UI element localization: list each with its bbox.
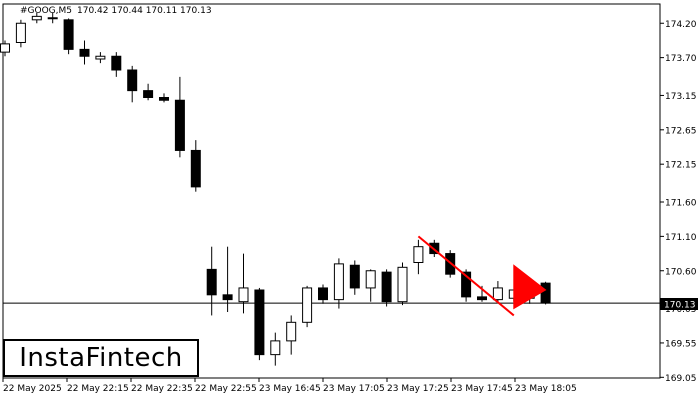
- candle: [79, 40, 90, 65]
- candle: [206, 246, 217, 316]
- candle-body: [254, 289, 265, 356]
- candle-body: [0, 43, 10, 53]
- y-tick-label: 171.60: [665, 199, 697, 209]
- candle-body: [206, 268, 217, 296]
- current-price-label: 170.13: [664, 301, 696, 311]
- x-tick-label: 23 May 16:45: [259, 384, 321, 394]
- candle: [286, 315, 297, 355]
- candle-body: [397, 266, 408, 303]
- x-tick-label: 22 May 22:15: [67, 384, 129, 394]
- candle-body: [143, 90, 154, 98]
- y-tick-label: 170.05: [665, 305, 697, 315]
- candle: [349, 260, 360, 295]
- candle: [318, 284, 328, 304]
- y-axis: 174.20 173.70 173.15 172.65 172.15 171.60 171.…: [660, 20, 697, 384]
- candle: [143, 83, 154, 101]
- candle-body: [79, 48, 90, 57]
- chart-header-symbol: #GOOG,M5: [20, 6, 72, 16]
- candle-body: [365, 270, 376, 289]
- candle-body: [381, 271, 392, 303]
- y-tick-label: 169.55: [665, 339, 697, 349]
- pattern-pennant-flag: [513, 264, 547, 310]
- pattern-pole-line: [417, 235, 515, 317]
- x-tick-label: 22 May 22:35: [131, 384, 193, 394]
- candle: [174, 76, 185, 158]
- candle-body: [222, 294, 233, 301]
- current-price-box: 170.13: [660, 298, 698, 311]
- candle: [127, 65, 138, 103]
- candle-body: [190, 149, 201, 188]
- candle-body: [63, 19, 74, 50]
- candle: [111, 52, 122, 77]
- candle-body: [286, 321, 297, 342]
- candle: [333, 258, 344, 309]
- candle: [413, 239, 424, 275]
- candle-body: [413, 246, 424, 263]
- candle-body: [318, 287, 328, 301]
- candle: [302, 285, 313, 328]
- candle-body: [270, 340, 281, 356]
- y-tick-label: 173.70: [665, 54, 697, 64]
- candle-body: [111, 55, 122, 71]
- candle-body: [302, 287, 313, 323]
- candle-body: [477, 296, 487, 301]
- candle-body: [349, 264, 360, 289]
- candle-body: [31, 15, 42, 21]
- candle-body: [238, 287, 249, 303]
- y-tick-label: 171.10: [665, 233, 697, 243]
- candle: [0, 40, 10, 57]
- candle-body: [127, 69, 138, 92]
- x-tick-label: 23 May 17:45: [451, 384, 513, 394]
- candle: [270, 332, 281, 366]
- candle: [95, 52, 106, 64]
- candle: [63, 18, 74, 55]
- y-tick-label: 174.20: [665, 20, 697, 30]
- pattern-overlay: [417, 235, 547, 317]
- candle: [381, 269, 392, 307]
- plot-area: [2, 3, 661, 379]
- x-tick-label: 22 May 2025: [3, 384, 62, 394]
- candle-body: [540, 282, 551, 304]
- instafintech-logo: InstaFintech: [3, 339, 199, 377]
- candle: [492, 281, 503, 302]
- candle-body: [174, 99, 185, 151]
- chart-header-ohlc: 170.42 170.44 170.11 170.13: [77, 6, 212, 16]
- candle-body: [492, 287, 503, 301]
- candle-body: [15, 22, 26, 43]
- x-axis: 22 May 2025 22 May 22:15 22 May 22:35 22 Ma…: [2, 378, 577, 394]
- candle: [397, 262, 408, 306]
- candle-body: [47, 17, 58, 20]
- candle-body: [461, 271, 472, 298]
- x-tick-label: 22 May 22:55: [195, 384, 257, 394]
- y-tick-label: 170.60: [665, 267, 697, 277]
- candle-body: [159, 97, 169, 101]
- x-tick-label: 23 May 17:05: [323, 384, 385, 394]
- candle: [222, 246, 233, 312]
- candle: [254, 287, 265, 361]
- candle: [31, 12, 42, 24]
- candle-body: [333, 263, 344, 301]
- candle: [365, 269, 376, 302]
- y-tick-label: 172.15: [665, 161, 697, 171]
- candles: [0, 12, 551, 366]
- candle: [238, 253, 249, 314]
- candle: [540, 281, 551, 305]
- x-tick-label: 23 May 17:25: [387, 384, 449, 394]
- candle-body: [95, 55, 106, 60]
- candle: [190, 140, 201, 192]
- y-tick-label: 172.65: [665, 126, 697, 136]
- candle: [159, 93, 169, 103]
- y-tick-label: 173.15: [665, 92, 697, 102]
- candle: [47, 12, 58, 24]
- y-tick-label: 169.05: [665, 374, 697, 384]
- candle: [15, 19, 26, 48]
- x-tick-label: 23 May 18:05: [515, 384, 577, 394]
